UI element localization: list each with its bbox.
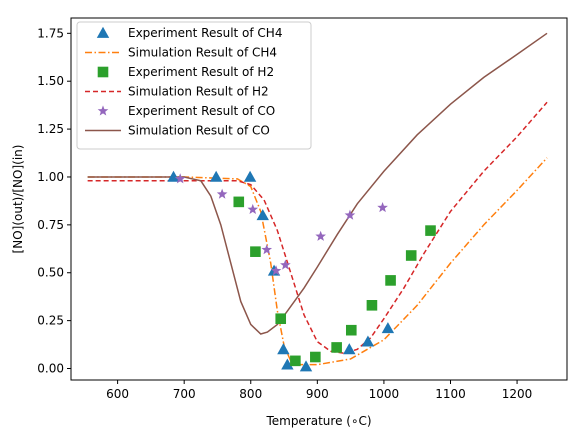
x-tick-label: 800 — [239, 387, 262, 401]
y-tick-label: 0.25 — [37, 314, 64, 328]
data-point-0-6 — [281, 358, 294, 370]
legend-box — [76, 21, 312, 150]
data-point-4-3 — [261, 244, 273, 255]
x-axis-ticks: 600 700 800 900 1000 1100 1200 — [106, 380, 532, 401]
data-point-4-7 — [344, 209, 356, 220]
data-point-2-3 — [290, 355, 301, 367]
legend-marker-4 — [97, 105, 109, 116]
x-tick-label: 1000 — [369, 387, 400, 401]
x-tick-label: 700 — [173, 387, 196, 401]
data-point-0-5 — [277, 343, 290, 355]
series-line-3 — [87, 101, 548, 354]
data-point-2-4 — [310, 351, 321, 363]
legend-marker-0 — [96, 26, 110, 38]
data-point-0-3 — [256, 209, 269, 221]
data-point-0-1 — [209, 170, 223, 182]
data-point-0-10 — [381, 322, 395, 334]
data-point-2-0 — [233, 196, 245, 208]
y-axis-label: [NO](out)/[NO](in) — [11, 145, 25, 254]
x-tick-label: 900 — [306, 387, 329, 401]
data-point-4-0 — [174, 173, 186, 184]
legend-label-1: Simulation Result of CH4 — [128, 46, 277, 60]
series-markers — [167, 170, 436, 372]
data-point-0-7 — [299, 360, 313, 372]
data-point-4-6 — [315, 230, 326, 241]
data-point-2-7 — [366, 300, 378, 311]
y-tick-label: 1.50 — [37, 74, 64, 88]
y-tick-label: 0.00 — [37, 362, 64, 376]
data-point-0-9 — [361, 335, 375, 347]
data-point-2-1 — [250, 246, 261, 257]
data-point-4-8 — [377, 202, 388, 213]
x-tick-label: 600 — [106, 387, 129, 401]
data-point-4-5 — [280, 259, 291, 270]
data-point-4-2 — [247, 203, 259, 215]
legend: Experiment Result of CH4 Simulation Resul… — [76, 21, 312, 150]
legend-label-3: Simulation Result of H2 — [128, 85, 269, 99]
legend-marker-2 — [97, 66, 109, 78]
x-tick-label: 1200 — [502, 387, 533, 401]
y-axis-ticks: 0.00 0.25 0.50 0.75 1.00 1.25 1.50 1.75 — [37, 26, 71, 376]
y-tick-label: 0.50 — [37, 266, 64, 280]
data-point-2-5 — [331, 342, 342, 353]
data-point-2-9 — [405, 250, 417, 261]
x-tick-label: 1100 — [435, 387, 466, 401]
y-tick-label: 0.75 — [37, 218, 64, 232]
data-point-0-8 — [343, 343, 356, 355]
data-point-4-1 — [216, 188, 228, 199]
x-axis-label: Temperature (∘C) — [265, 414, 371, 428]
data-point-2-10 — [425, 225, 436, 236]
series-line-1 — [87, 157, 548, 366]
legend-label-2: Experiment Result of H2 — [128, 65, 274, 79]
data-point-2-8 — [385, 275, 396, 286]
y-tick-label: 1.25 — [37, 122, 64, 136]
data-point-0-0 — [167, 170, 180, 182]
data-point-0-2 — [243, 170, 257, 182]
plot-frame — [70, 17, 568, 381]
data-point-2-6 — [345, 324, 357, 336]
legend-label-4: Experiment Result of CO — [128, 104, 275, 118]
data-point-4-4 — [270, 265, 282, 276]
y-tick-label: 1.00 — [37, 170, 64, 184]
data-point-2-2 — [275, 313, 287, 325]
legend-label-0: Experiment Result of CH4 — [128, 26, 282, 40]
y-tick-label: 1.75 — [37, 26, 64, 40]
legend-label-5: Simulation Result of CO — [128, 124, 270, 138]
